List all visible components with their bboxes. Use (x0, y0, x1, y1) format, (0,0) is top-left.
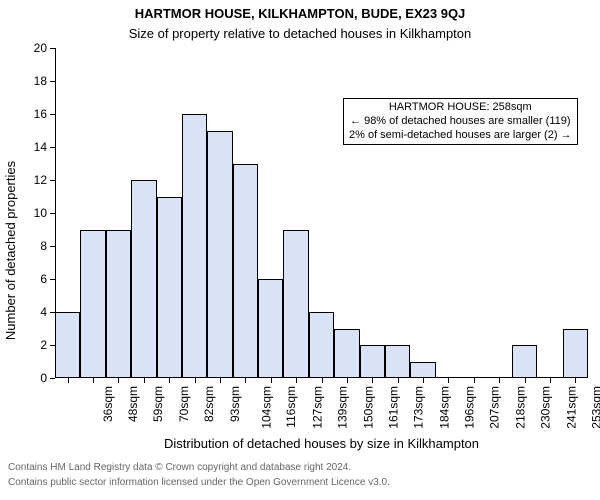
y-tick-mark (50, 246, 55, 247)
x-tick-mark (296, 378, 297, 383)
y-tick-mark (50, 81, 55, 82)
x-tick-label: 93sqm (228, 386, 242, 422)
footer-line-1: Contains HM Land Registry data © Crown c… (8, 462, 351, 473)
histogram-bar (410, 362, 435, 379)
x-tick-mark (550, 378, 551, 383)
x-tick-label: 184sqm (437, 386, 451, 429)
histogram-bar (563, 329, 588, 379)
x-tick-label: 207sqm (488, 386, 502, 429)
x-tick-label: 196sqm (463, 386, 477, 429)
histogram-bar (233, 164, 258, 379)
x-tick-mark (372, 378, 373, 383)
legend-line-2: ← 98% of detached houses are smaller (11… (349, 115, 572, 129)
x-tick-mark (448, 378, 449, 383)
x-tick-label: 241sqm (564, 386, 578, 429)
x-tick-mark (118, 378, 119, 383)
x-tick-label: 36sqm (101, 386, 115, 422)
x-tick-label: 150sqm (361, 386, 375, 429)
y-axis-label: Number of detached properties (2, 0, 20, 500)
x-tick-mark (245, 378, 246, 383)
y-tick-mark (50, 48, 55, 49)
x-tick-mark (144, 378, 145, 383)
x-tick-mark (499, 378, 500, 383)
x-tick-mark (220, 378, 221, 383)
y-tick-mark (50, 213, 55, 214)
x-tick-mark (195, 378, 196, 383)
legend-line-3: 2% of semi-detached houses are larger (2… (349, 129, 572, 143)
histogram-bar (283, 230, 308, 379)
y-axis-label-text: Number of detached properties (4, 160, 19, 339)
histogram-bar (80, 230, 105, 379)
x-tick-label: 161sqm (387, 386, 401, 429)
x-tick-mark (423, 378, 424, 383)
histogram-bar (157, 197, 182, 379)
chart-title-main: HARTMOR HOUSE, KILKHAMPTON, BUDE, EX23 9… (0, 6, 600, 21)
legend-box: HARTMOR HOUSE: 258sqm ← 98% of detached … (343, 98, 578, 145)
x-tick-label: 104sqm (260, 386, 274, 429)
histogram-bar (385, 345, 410, 378)
x-tick-mark (347, 378, 348, 383)
histogram-bar (258, 279, 283, 378)
histogram-bar (309, 312, 334, 378)
histogram-bar (207, 131, 232, 379)
x-tick-label: 116sqm (284, 386, 298, 428)
x-tick-label: 127sqm (310, 386, 324, 429)
plot-area: HARTMOR HOUSE: 258sqm ← 98% of detached … (55, 48, 588, 378)
x-tick-label: 230sqm (539, 386, 553, 429)
x-tick-label: 253sqm (590, 386, 600, 429)
x-axis-label: Distribution of detached houses by size … (55, 436, 588, 451)
x-tick-mark (271, 378, 272, 383)
x-tick-label: 139sqm (336, 386, 350, 429)
x-tick-label: 218sqm (513, 386, 527, 429)
histogram-bar (106, 230, 131, 379)
footer-line-2: Contains public sector information licen… (8, 477, 390, 488)
x-tick-mark (525, 378, 526, 383)
x-tick-mark (398, 378, 399, 383)
x-tick-mark (169, 378, 170, 383)
x-tick-mark (68, 378, 69, 383)
histogram-bar (131, 180, 156, 378)
legend-line-1: HARTMOR HOUSE: 258sqm (349, 101, 572, 115)
histogram-bar (360, 345, 385, 378)
histogram-bar (512, 345, 537, 378)
y-tick-mark (50, 378, 55, 379)
x-tick-label: 82sqm (202, 386, 216, 422)
y-tick-mark (50, 147, 55, 148)
x-tick-label: 70sqm (177, 386, 191, 422)
x-tick-label: 59sqm (151, 386, 165, 422)
histogram-bar (334, 329, 359, 379)
y-tick-mark (50, 279, 55, 280)
x-tick-label: 173sqm (412, 386, 426, 429)
x-tick-label: 48sqm (126, 386, 140, 422)
chart-title-sub: Size of property relative to detached ho… (0, 26, 600, 41)
x-tick-mark (93, 378, 94, 383)
histogram-bar (182, 114, 207, 378)
histogram-bar (55, 312, 80, 378)
x-tick-mark (575, 378, 576, 383)
y-tick-mark (50, 114, 55, 115)
y-tick-mark (50, 180, 55, 181)
x-tick-mark (322, 378, 323, 383)
x-tick-mark (474, 378, 475, 383)
chart-container: { "title_main": "HARTMOR HOUSE, KILKHAMP… (0, 0, 600, 500)
